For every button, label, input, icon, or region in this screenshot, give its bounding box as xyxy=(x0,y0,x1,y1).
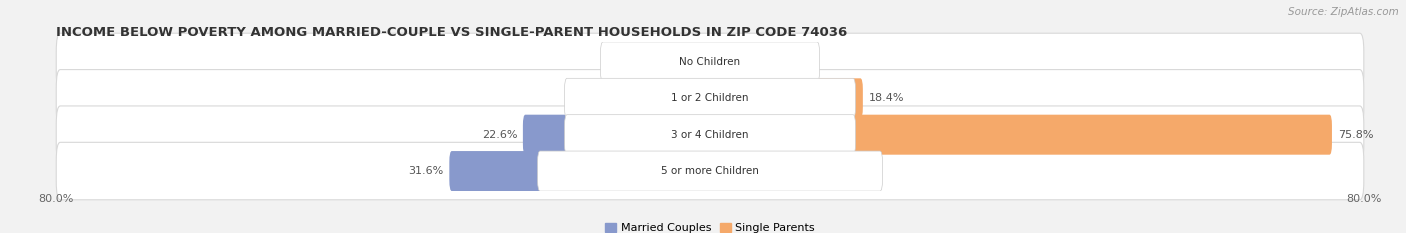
FancyBboxPatch shape xyxy=(56,33,1364,91)
FancyBboxPatch shape xyxy=(565,78,855,118)
Text: INCOME BELOW POVERTY AMONG MARRIED-COUPLE VS SINGLE-PARENT HOUSEHOLDS IN ZIP COD: INCOME BELOW POVERTY AMONG MARRIED-COUPL… xyxy=(56,26,848,39)
FancyBboxPatch shape xyxy=(56,70,1364,127)
Text: 0.0%: 0.0% xyxy=(718,166,747,176)
FancyBboxPatch shape xyxy=(565,115,855,155)
Text: 4.2%: 4.2% xyxy=(640,93,668,103)
FancyBboxPatch shape xyxy=(450,151,713,191)
Text: Source: ZipAtlas.com: Source: ZipAtlas.com xyxy=(1288,7,1399,17)
FancyBboxPatch shape xyxy=(707,42,733,82)
FancyBboxPatch shape xyxy=(707,115,1331,155)
Text: 31.6%: 31.6% xyxy=(408,166,444,176)
FancyBboxPatch shape xyxy=(537,151,883,191)
FancyBboxPatch shape xyxy=(523,115,713,155)
Text: No Children: No Children xyxy=(679,57,741,67)
Text: 75.8%: 75.8% xyxy=(1337,130,1374,140)
Text: 1 or 2 Children: 1 or 2 Children xyxy=(671,93,749,103)
Text: 5 or more Children: 5 or more Children xyxy=(661,166,759,176)
FancyBboxPatch shape xyxy=(56,142,1364,200)
FancyBboxPatch shape xyxy=(600,42,820,82)
FancyBboxPatch shape xyxy=(688,42,713,82)
Text: 2.5%: 2.5% xyxy=(738,57,768,67)
Text: 3 or 4 Children: 3 or 4 Children xyxy=(671,130,749,140)
Text: 22.6%: 22.6% xyxy=(482,130,517,140)
Legend: Married Couples, Single Parents: Married Couples, Single Parents xyxy=(605,223,815,233)
FancyBboxPatch shape xyxy=(56,106,1364,163)
FancyBboxPatch shape xyxy=(707,78,863,118)
Text: 2.5%: 2.5% xyxy=(652,57,682,67)
FancyBboxPatch shape xyxy=(673,78,713,118)
Text: 18.4%: 18.4% xyxy=(869,93,904,103)
